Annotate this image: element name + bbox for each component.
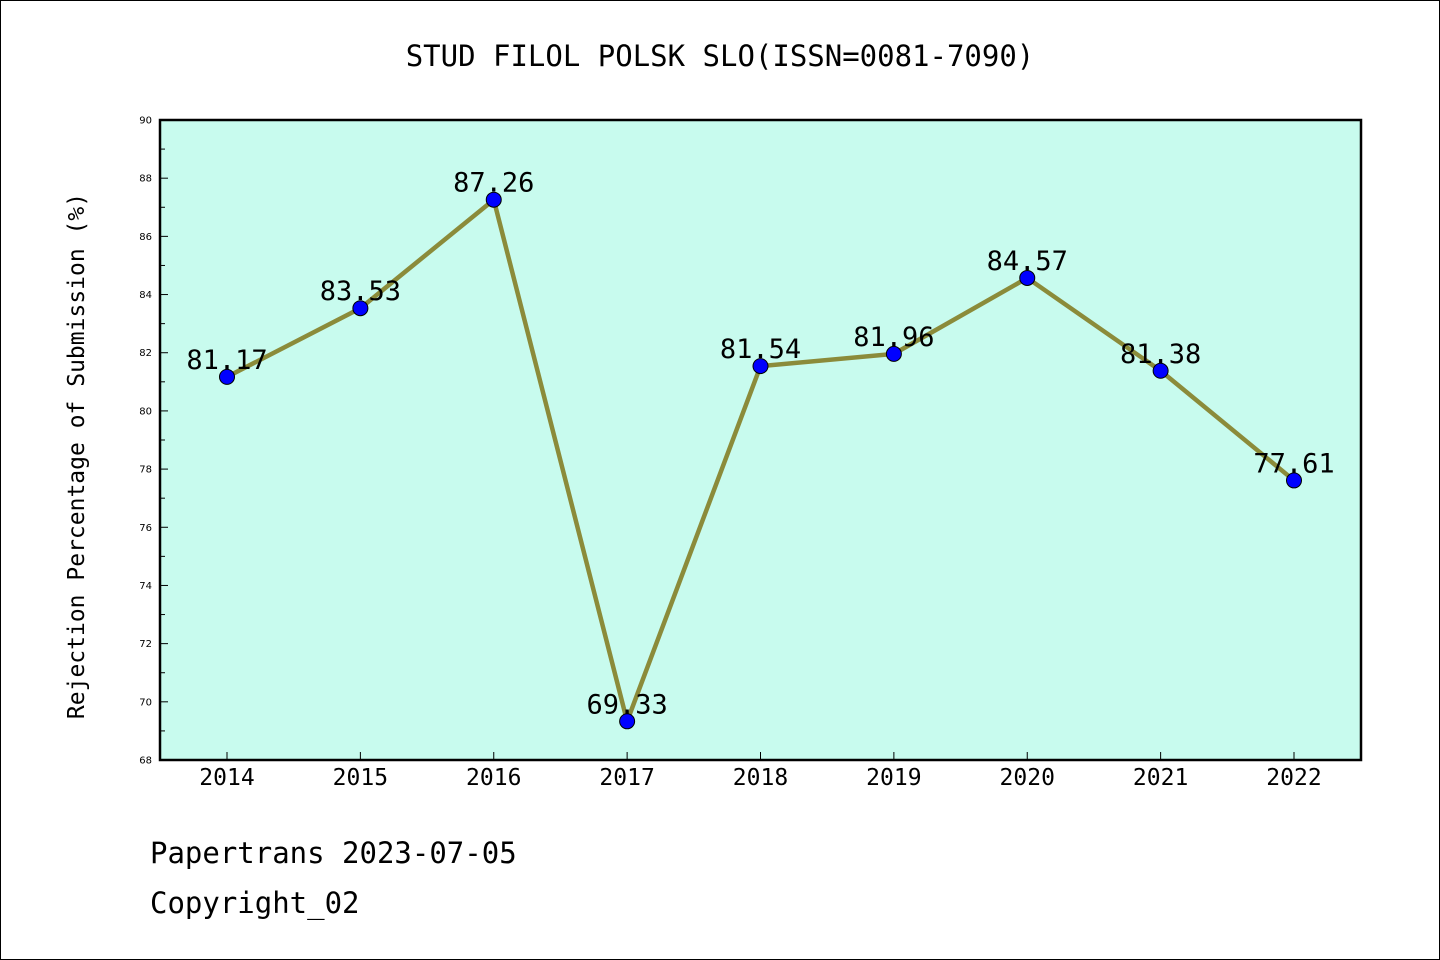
y-tick-label: 88 bbox=[139, 174, 152, 185]
x-tick-label: 2019 bbox=[866, 765, 921, 791]
chart-title: STUD FILOL POLSK SLO(ISSN=0081-7090) bbox=[406, 39, 1035, 73]
x-tick-label: 2022 bbox=[1266, 765, 1321, 791]
x-tick-label: 2015 bbox=[333, 765, 388, 791]
footer-copyright: Copyright_02 bbox=[150, 886, 360, 920]
data-point bbox=[485, 191, 502, 208]
x-tick-label: 2021 bbox=[1133, 765, 1188, 791]
footer-date: Papertrans 2023-07-05 bbox=[150, 836, 517, 870]
data-point bbox=[752, 358, 769, 375]
x-tick-label: 2014 bbox=[199, 765, 254, 791]
y-tick-label: 74 bbox=[139, 581, 152, 592]
y-tick-label: 78 bbox=[139, 465, 152, 476]
data-point bbox=[619, 713, 636, 730]
data-point bbox=[1152, 362, 1169, 379]
y-tick-label: 68 bbox=[139, 756, 152, 767]
x-tick-label: 2018 bbox=[733, 765, 788, 791]
data-label: 81.17 bbox=[186, 345, 267, 376]
x-tick-label: 2017 bbox=[599, 765, 654, 791]
y-tick-label: 76 bbox=[139, 523, 152, 534]
data-label: 81.38 bbox=[1120, 339, 1201, 370]
data-label: 69.33 bbox=[586, 689, 667, 720]
y-tick-label: 82 bbox=[139, 348, 152, 359]
y-axis-label: Rejection Percentage of Submission (%) bbox=[64, 193, 90, 719]
data-label: 83.53 bbox=[320, 276, 401, 307]
data-point bbox=[1019, 269, 1036, 286]
y-tick-label: 90 bbox=[139, 116, 152, 127]
data-point bbox=[1286, 472, 1302, 489]
data-point bbox=[885, 345, 902, 362]
data-label: 84.57 bbox=[987, 246, 1068, 277]
y-tick-label: 84 bbox=[139, 290, 152, 301]
data-label: 81.96 bbox=[853, 322, 934, 353]
x-tick-label: 2016 bbox=[466, 765, 521, 791]
plot-area bbox=[158, 118, 1363, 762]
data-label: 77.61 bbox=[1253, 448, 1334, 479]
y-tick-label: 70 bbox=[139, 697, 152, 708]
x-tick-label: 2020 bbox=[1000, 765, 1055, 791]
data-label: 87.26 bbox=[453, 168, 534, 199]
data-label: 81.54 bbox=[720, 334, 801, 365]
data-point bbox=[352, 300, 369, 317]
y-tick-label: 80 bbox=[139, 406, 152, 417]
y-tick-label: 86 bbox=[139, 232, 152, 243]
data-point bbox=[219, 368, 235, 385]
y-tick-label: 72 bbox=[139, 639, 152, 650]
